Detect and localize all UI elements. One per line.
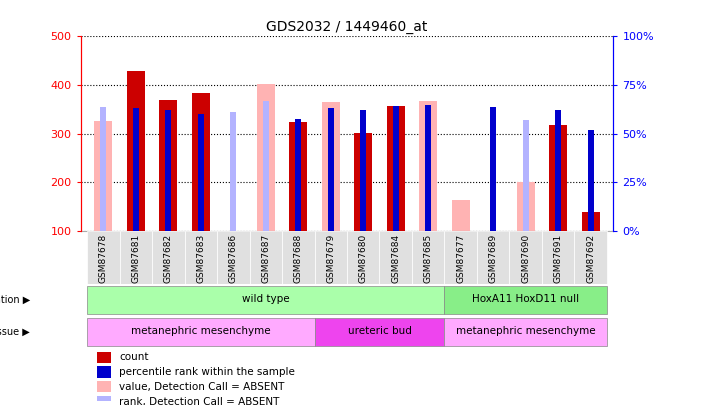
Bar — [159, 100, 177, 231]
Bar — [87, 231, 120, 284]
Text: GSM87688: GSM87688 — [294, 234, 303, 283]
Bar — [315, 318, 444, 346]
Bar — [95, 121, 112, 231]
Text: GSM87689: GSM87689 — [489, 234, 498, 283]
Bar — [444, 231, 477, 284]
Text: wild type: wild type — [242, 294, 290, 305]
Bar — [120, 231, 152, 284]
Bar — [231, 112, 236, 231]
Bar — [419, 101, 437, 231]
Bar — [379, 231, 412, 284]
Text: genotype/variation ▶: genotype/variation ▶ — [0, 295, 30, 305]
Text: value, Detection Call = ABSENT: value, Detection Call = ABSENT — [119, 382, 285, 392]
Text: metanephric mesenchyme: metanephric mesenchyme — [131, 326, 271, 336]
Bar — [217, 231, 250, 284]
Bar — [282, 231, 315, 284]
Bar — [198, 114, 204, 231]
Bar — [490, 107, 496, 231]
Bar — [412, 231, 444, 284]
Bar — [250, 231, 282, 284]
Title: GDS2032 / 1449460_at: GDS2032 / 1449460_at — [266, 20, 428, 34]
Bar — [426, 104, 431, 231]
Bar — [97, 367, 111, 377]
Text: GSM87691: GSM87691 — [554, 234, 563, 283]
Bar — [360, 111, 366, 231]
Bar — [322, 102, 340, 231]
Bar — [263, 101, 268, 231]
Text: GSM87679: GSM87679 — [326, 234, 335, 283]
Bar — [549, 125, 567, 231]
Bar — [184, 231, 217, 284]
Text: GSM87682: GSM87682 — [164, 234, 173, 283]
Bar — [347, 231, 379, 284]
Text: GSM87692: GSM87692 — [586, 234, 595, 283]
Text: GSM87681: GSM87681 — [131, 234, 140, 283]
Bar — [555, 110, 561, 231]
Text: GSM87683: GSM87683 — [196, 234, 205, 283]
Text: GSM87690: GSM87690 — [521, 234, 530, 283]
Bar — [87, 286, 444, 314]
Bar — [295, 119, 301, 231]
Bar — [192, 93, 210, 231]
Bar — [510, 231, 542, 284]
Bar — [542, 231, 574, 284]
Bar — [574, 231, 607, 284]
Bar — [582, 212, 599, 231]
Bar — [165, 111, 171, 231]
Bar — [587, 130, 594, 231]
Bar — [517, 182, 535, 231]
Text: HoxA11 HoxD11 null: HoxA11 HoxD11 null — [472, 294, 579, 305]
Text: percentile rank within the sample: percentile rank within the sample — [119, 367, 295, 377]
Bar — [354, 133, 372, 231]
Text: GSM87687: GSM87687 — [261, 234, 271, 283]
Bar — [133, 109, 139, 231]
Bar — [152, 231, 184, 284]
Bar — [87, 318, 315, 346]
Text: GSM87685: GSM87685 — [423, 234, 433, 283]
Bar — [523, 119, 529, 231]
Bar — [97, 396, 111, 405]
Bar — [444, 318, 607, 346]
Bar — [290, 122, 307, 231]
Bar — [328, 108, 334, 231]
Text: tissue ▶: tissue ▶ — [0, 327, 30, 337]
Text: count: count — [119, 352, 149, 362]
Text: GSM87684: GSM87684 — [391, 234, 400, 283]
Bar — [451, 200, 470, 231]
Text: GSM87680: GSM87680 — [359, 234, 368, 283]
Bar — [257, 84, 275, 231]
Text: GSM87678: GSM87678 — [99, 234, 108, 283]
Bar — [393, 106, 399, 231]
Bar — [315, 231, 347, 284]
Text: ureteric bud: ureteric bud — [348, 326, 411, 336]
Bar — [444, 286, 607, 314]
Bar — [387, 106, 404, 231]
Bar — [97, 352, 111, 363]
Text: GSM87686: GSM87686 — [229, 234, 238, 283]
Text: GSM87677: GSM87677 — [456, 234, 465, 283]
Text: metanephric mesenchyme: metanephric mesenchyme — [456, 326, 595, 336]
Bar — [97, 382, 111, 392]
Bar — [100, 107, 107, 231]
Bar — [127, 70, 145, 231]
Bar — [477, 231, 510, 284]
Text: rank, Detection Call = ABSENT: rank, Detection Call = ABSENT — [119, 397, 280, 405]
